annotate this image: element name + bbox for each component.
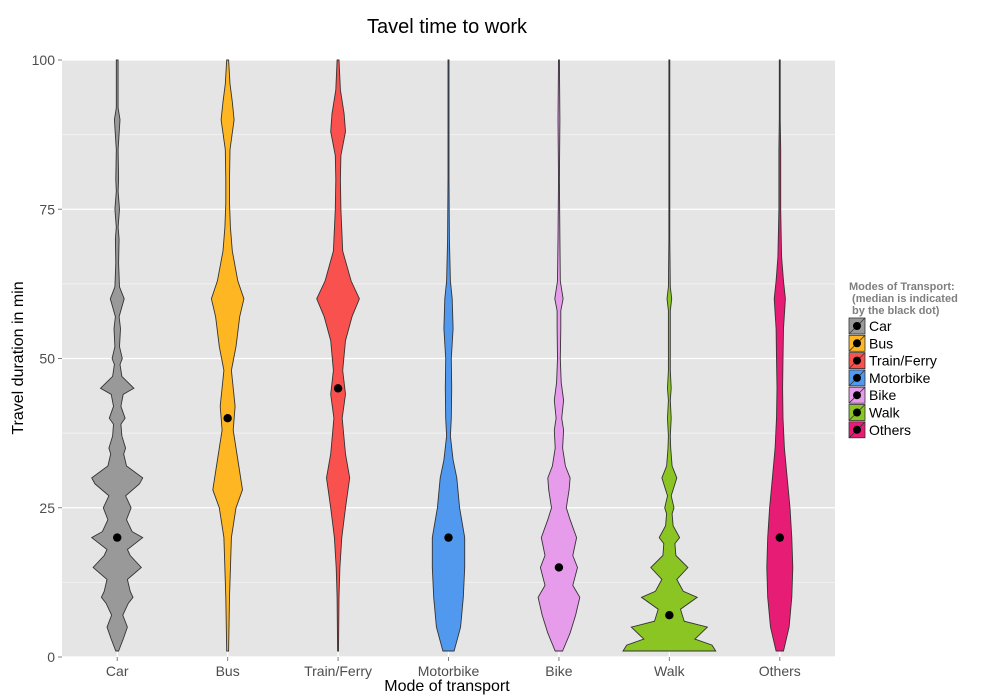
legend-label: Motorbike: [869, 370, 931, 386]
legend-median-dot: [853, 408, 861, 417]
violin-car: [90, 59, 144, 652]
median-dot: [444, 533, 453, 542]
chart-title: Tavel time to work: [367, 16, 528, 38]
legend-median-dot: [853, 339, 861, 348]
median-dot: [775, 533, 784, 542]
x-tick-label: Others: [759, 663, 801, 679]
x-tick-label: Bus: [216, 663, 240, 679]
violin-bus: [210, 59, 245, 652]
x-tick-label: Walk: [654, 663, 686, 679]
y-tick-label: 50: [39, 351, 55, 367]
violin-walk: [622, 59, 717, 652]
median-dot: [223, 414, 232, 423]
legend-title-line: by the black dot): [849, 305, 940, 317]
violin-train-ferry: [316, 59, 360, 652]
y-tick-label: 0: [47, 649, 55, 665]
violin-others: [766, 59, 794, 652]
violin-bike: [537, 59, 581, 652]
legend-item: Motorbike: [848, 369, 931, 387]
y-axis: 0 25 50 75 100: [32, 52, 62, 665]
legend-item: Bus: [848, 334, 893, 352]
legend-title-line: Modes of Transport:: [849, 281, 955, 293]
y-tick-label: 75: [39, 201, 55, 217]
legend-median-dot: [853, 322, 861, 330]
median-dot: [665, 611, 674, 620]
legend-median-dot: [853, 373, 861, 382]
x-axis: Car Bus Train/Ferry Motorbike Bike Walk Others: [106, 657, 801, 679]
y-tick-label: 25: [39, 500, 55, 516]
legend-item: Bike: [848, 386, 896, 404]
legend-median-dot: [853, 391, 861, 400]
legend-label: Bike: [869, 387, 896, 403]
legend-item: Train/Ferry: [848, 352, 937, 370]
x-axis-title: Mode of transport: [384, 678, 510, 695]
legend-label: Bus: [869, 335, 893, 351]
violin-motorbike: [431, 59, 466, 652]
legend-median-dot: [853, 425, 861, 434]
legend-label: Others: [869, 422, 911, 438]
legend: Modes of Transport: (median is indicated…: [848, 281, 958, 439]
x-tick-label: Train/Ferry: [304, 663, 372, 679]
legend-title-line: (median is indicated: [849, 293, 958, 305]
x-tick-label: Bike: [545, 663, 572, 679]
legend-item: Car: [848, 317, 892, 335]
median-dot: [554, 563, 564, 572]
legend-item: Walk: [848, 404, 901, 421]
y-tick-label: 100: [32, 52, 56, 68]
y-axis-title: Travel duration in min: [10, 281, 27, 434]
legend-label: Train/Ferry: [869, 353, 937, 369]
legend-label: Walk: [869, 405, 901, 421]
x-tick-label: Motorbike: [418, 663, 480, 679]
legend-median-dot: [853, 356, 861, 365]
median-dot: [113, 533, 122, 542]
median-dot: [333, 384, 343, 393]
x-tick-label: Car: [106, 663, 129, 679]
legend-item: Others: [848, 421, 911, 439]
legend-label: Car: [869, 318, 892, 334]
violins: [90, 59, 794, 652]
